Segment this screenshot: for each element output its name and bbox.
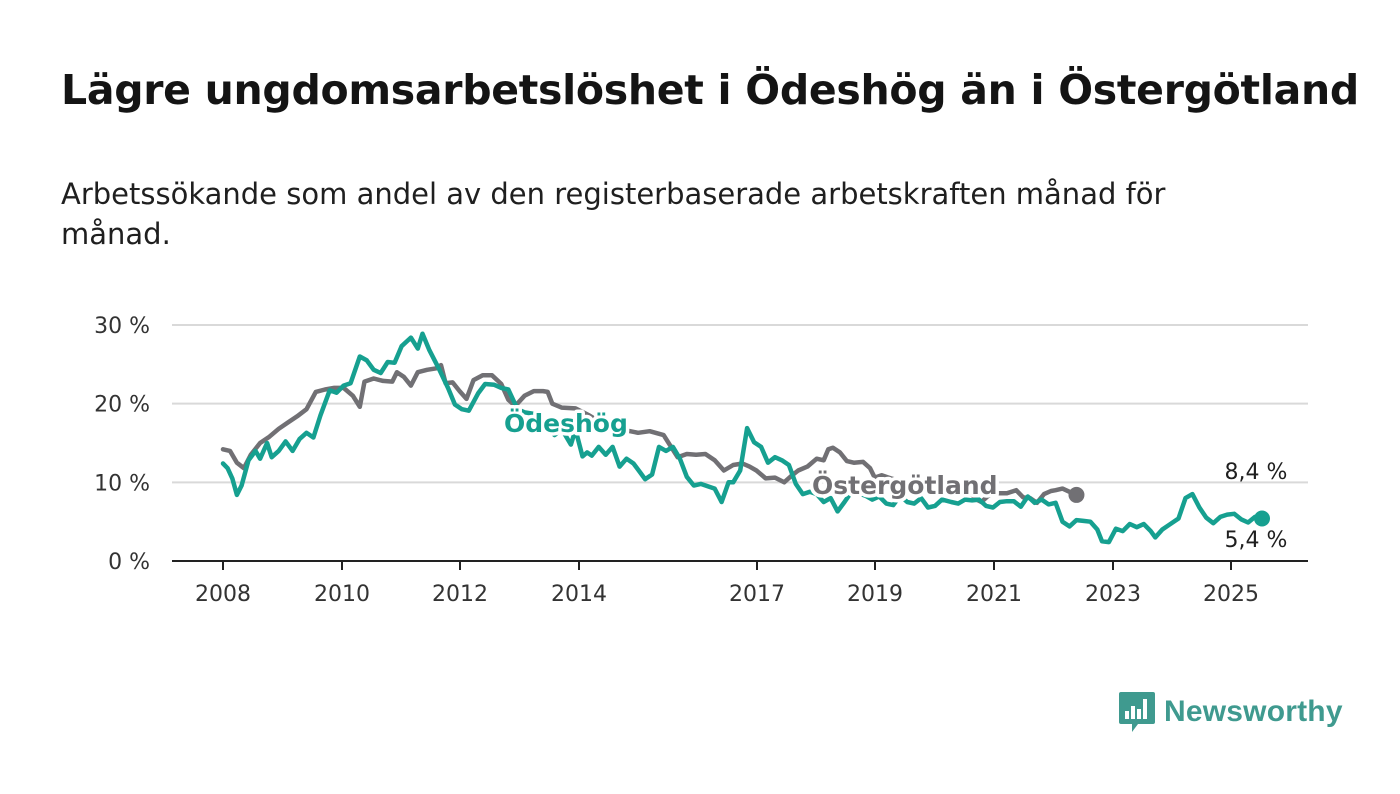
x-tick-label: 2008 xyxy=(195,582,251,607)
x-tick-label: 2019 xyxy=(847,582,903,607)
end-value-label-ostergotland: 8,4 % xyxy=(1225,460,1288,485)
x-tick-label: 2025 xyxy=(1203,582,1259,607)
series-label-ostergotland: Östergötland xyxy=(812,470,998,500)
x-tick-label: 2010 xyxy=(314,582,370,607)
newsworthy-logo-icon xyxy=(1119,692,1155,732)
chart-subtitle: Arbetssökande som andel av den registerb… xyxy=(61,177,1166,251)
y-tick-label: 0 % xyxy=(108,550,150,575)
x-tick-label: 2023 xyxy=(1085,582,1141,607)
end-value-label-odeshog: 5,4 % xyxy=(1225,528,1288,553)
x-tick-label: 2017 xyxy=(729,582,785,607)
end-point xyxy=(1068,486,1085,503)
x-tick-label: 2012 xyxy=(432,582,488,607)
brand-name: Newsworthy xyxy=(1164,695,1343,728)
y-tick-label: 10 % xyxy=(94,471,150,496)
series-line-odeshog xyxy=(220,331,1265,545)
x-tick-label: 2014 xyxy=(551,582,607,607)
brand-logo: Newsworthy xyxy=(1118,690,1343,734)
chart-title: Lägre ungdomsarbetslöshet i Ödeshög än i… xyxy=(61,66,1359,114)
y-tick-label: 20 % xyxy=(94,393,150,418)
series-label-odeshog: Ödeshög xyxy=(504,408,628,438)
end-point xyxy=(1254,510,1270,527)
x-tick-label: 2021 xyxy=(966,582,1022,607)
y-tick-label: 30 % xyxy=(94,314,150,339)
